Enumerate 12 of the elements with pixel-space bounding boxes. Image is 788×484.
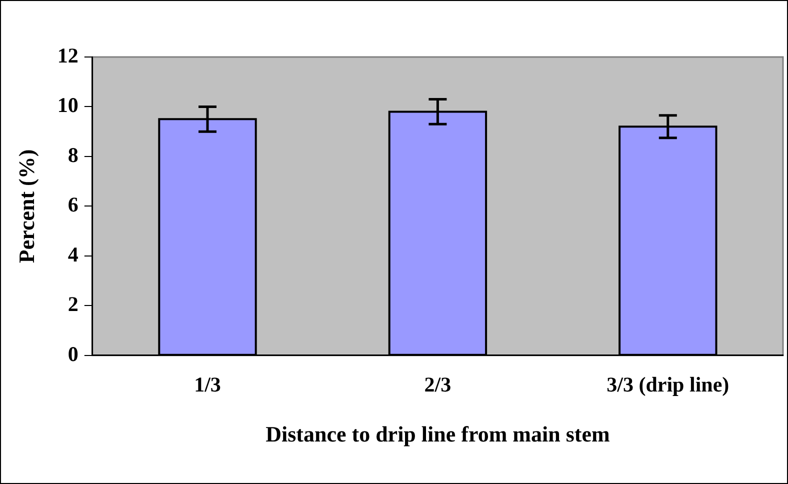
y-tick-label: 0 [68,342,78,366]
y-tick-label: 8 [68,142,78,167]
y-tick-label: 10 [57,93,78,118]
y-tick-label: 2 [68,292,78,316]
y-tick-label: 12 [57,43,78,68]
y-tick-label: 6 [68,192,78,217]
y-tick-label: 4 [68,242,79,266]
x-tick-label: 3/3 (drip line) [606,372,730,396]
y-axis-title: Percent (%) [14,149,39,264]
x-tick-label: 2/3 [424,372,452,396]
x-tick-label: 1/3 [194,372,221,396]
x-axis-title: Distance to drip line from main stem [266,421,610,446]
